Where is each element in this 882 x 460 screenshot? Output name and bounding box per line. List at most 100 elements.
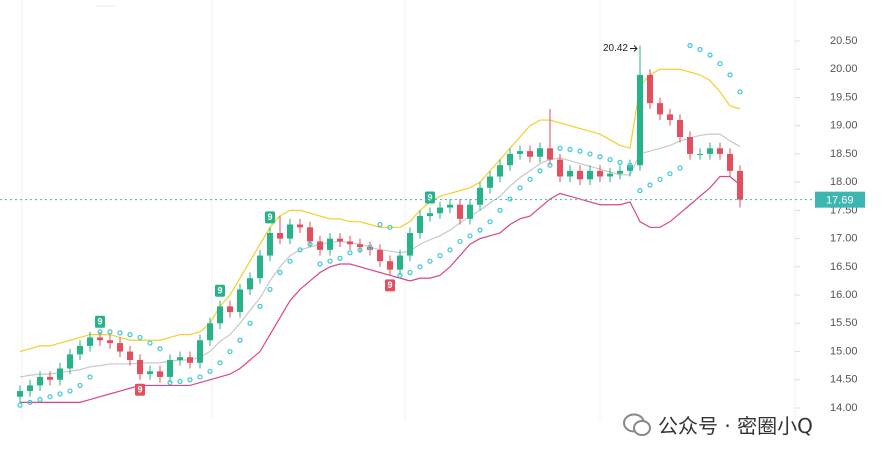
sar-dot <box>27 399 33 405</box>
sar-dot <box>247 320 253 326</box>
candle-body <box>317 241 323 250</box>
sar-dot <box>387 224 393 230</box>
sar-dot <box>677 165 683 171</box>
candle-body <box>527 151 533 157</box>
candle-body <box>67 354 73 369</box>
candle-body <box>517 151 523 154</box>
candle-body <box>407 232 413 256</box>
candle-body <box>247 278 253 290</box>
sar-dot <box>397 272 403 278</box>
sar-dot <box>377 221 383 228</box>
td-marker-bg <box>425 191 435 204</box>
candle-body <box>277 232 283 239</box>
sar-dot <box>707 52 713 58</box>
y-tick-label: 18.50 <box>830 148 858 160</box>
candle-body <box>117 343 123 352</box>
candle-body <box>597 170 603 177</box>
candle-body <box>487 176 493 188</box>
candle-body <box>737 170 743 200</box>
td-marker: 9 <box>137 385 142 395</box>
high-annotation: 20.42 <box>603 43 628 54</box>
watermark: 公众号 · 密圈小Q <box>622 410 813 439</box>
sar-dot <box>167 379 173 386</box>
candle-body <box>607 173 613 177</box>
candle-body <box>197 340 203 363</box>
sar-dot <box>177 378 183 385</box>
candle-body <box>717 148 723 154</box>
candle-body <box>617 170 623 174</box>
y-tick-label: 16.50 <box>830 261 858 273</box>
y-tick-label: 15.50 <box>830 317 858 329</box>
sar-dot <box>687 42 693 49</box>
sar-dot <box>137 334 143 341</box>
sar-dot <box>147 340 153 346</box>
sar-dot <box>187 377 193 383</box>
candle-body <box>207 323 213 341</box>
sar-dot <box>267 286 273 293</box>
candle-body <box>337 238 343 242</box>
y-tick-label: 20.50 <box>830 35 858 47</box>
sar-dot <box>67 388 73 394</box>
candle-body <box>307 227 313 242</box>
y-tick-label: 17.00 <box>830 233 858 245</box>
candle-body <box>627 165 633 171</box>
sar-dot <box>567 146 573 153</box>
sar-dot <box>357 247 363 253</box>
sar-dot <box>467 233 473 239</box>
sar-dot <box>547 162 553 168</box>
sar-dot <box>697 46 703 53</box>
sar-dot <box>477 227 483 233</box>
upper-band <box>19 68 741 353</box>
sar-dot <box>207 368 213 374</box>
candle-body <box>97 337 103 341</box>
candle-body <box>127 351 133 361</box>
sar-dot <box>457 238 463 245</box>
sar-dot <box>257 303 263 309</box>
candle-body <box>177 357 183 361</box>
sar-dot <box>617 159 623 165</box>
td-marker: 9 <box>97 317 102 327</box>
wechat-icon <box>623 413 651 436</box>
candle-body <box>727 153 733 171</box>
candle-body <box>637 74 643 166</box>
sar-dot <box>737 89 743 95</box>
td-marker-bg <box>215 284 225 297</box>
candle-body <box>187 357 193 363</box>
y-tick-label: 19.50 <box>830 91 858 103</box>
candle-body <box>327 238 333 250</box>
td-marker: 9 <box>267 212 272 222</box>
sar-dot <box>727 72 733 78</box>
y-tick-label: 14.50 <box>830 374 858 386</box>
candle-body <box>347 241 353 245</box>
candle-body <box>567 170 573 177</box>
td-marker-bg <box>95 315 105 328</box>
td-marker: 9 <box>387 280 392 290</box>
y-tick-label: 20.00 <box>830 63 858 75</box>
candle-body <box>217 306 223 324</box>
last-price-box <box>815 191 865 208</box>
candle-body <box>167 360 173 377</box>
td-marker-bg <box>265 211 275 224</box>
sar-dot <box>157 346 163 352</box>
candle-body <box>647 74 653 104</box>
td-marker: 9 <box>217 286 222 296</box>
candle-body <box>547 148 553 160</box>
candle-body <box>227 306 233 313</box>
sar-dot <box>217 360 223 366</box>
sar-dot <box>627 162 633 168</box>
td-marker-bg <box>135 383 145 396</box>
sar-dot <box>487 219 493 225</box>
candle-body <box>87 337 93 346</box>
sar-dot <box>307 241 313 247</box>
grid-decor <box>21 0 796 420</box>
y-tick-label: 16.00 <box>830 289 858 301</box>
candle-body <box>297 224 303 228</box>
candle-body <box>37 376 43 386</box>
y-tick-label: 15.00 <box>830 345 858 357</box>
candle-body <box>417 216 423 233</box>
candle-body <box>457 204 463 219</box>
sar-dot <box>407 269 413 276</box>
sar-dot <box>427 258 433 264</box>
candle-body <box>467 204 473 219</box>
